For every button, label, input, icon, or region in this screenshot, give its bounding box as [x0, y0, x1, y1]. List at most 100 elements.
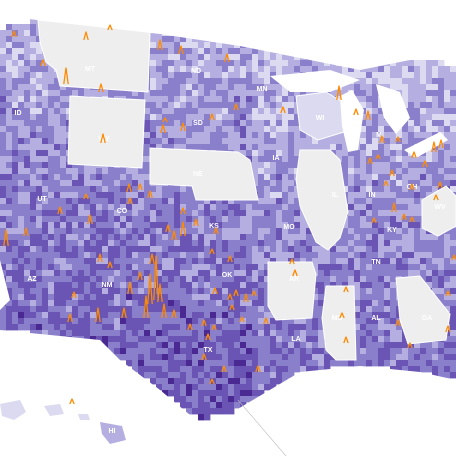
county-cell [174, 300, 181, 307]
county-cell [42, 168, 49, 175]
county-cell [414, 84, 421, 91]
spike-marker [211, 324, 217, 331]
county-cell [18, 294, 25, 301]
county-cell [48, 150, 55, 157]
county-cell [366, 234, 373, 241]
county-cell [438, 276, 445, 283]
county-cell [198, 402, 205, 409]
county-cell [342, 66, 349, 73]
spike-marker [227, 255, 233, 263]
county-cell [378, 222, 385, 229]
county-cell [18, 138, 25, 145]
county-cell [246, 66, 253, 73]
county-cell [246, 342, 253, 349]
county-cell [114, 312, 121, 319]
county-cell [24, 36, 31, 43]
county-cell [18, 204, 25, 211]
county-cell [162, 348, 169, 355]
county-cell [192, 90, 199, 97]
spike-marker [422, 160, 428, 168]
county-cell [198, 342, 205, 349]
county-cell [114, 318, 121, 325]
county-cell [186, 288, 193, 295]
county-cell [168, 102, 175, 109]
county-cell [276, 258, 283, 265]
county-cell [204, 126, 211, 133]
county-cell [12, 108, 19, 115]
county-cell [60, 324, 67, 331]
county-cell [42, 204, 49, 211]
county-cell [126, 306, 133, 313]
county-cell [300, 342, 307, 349]
county-cell [384, 228, 391, 235]
county-cell [120, 234, 127, 241]
county-cell [48, 126, 55, 133]
county-cell [252, 66, 259, 73]
county-cell [228, 216, 235, 223]
county-cell [192, 312, 199, 319]
county-cell [408, 192, 415, 199]
county-cell [216, 132, 223, 139]
county-cell [60, 132, 67, 139]
county-cell [42, 228, 49, 235]
county-cell [204, 222, 211, 229]
county-cell [192, 402, 199, 409]
county-cell [360, 240, 367, 247]
county-cell [78, 210, 85, 217]
county-cell [204, 288, 211, 295]
county-cell [288, 336, 295, 343]
county-cell [60, 174, 67, 181]
county-cell [408, 348, 415, 355]
county-cell [144, 120, 151, 127]
county-cell [288, 150, 295, 157]
county-cell [198, 384, 205, 391]
county-cell [180, 246, 187, 253]
county-cell [198, 276, 205, 283]
county-cell [234, 60, 241, 67]
county-cell [372, 306, 379, 313]
spike-marker [395, 319, 401, 327]
county-cell [264, 186, 271, 193]
county-cell [156, 90, 163, 97]
county-cell [372, 348, 379, 355]
county-cell [402, 270, 409, 277]
county-cell [132, 312, 139, 319]
county-cell [432, 366, 439, 373]
county-cell [240, 198, 247, 205]
county-cell [300, 66, 307, 73]
county-cell [108, 312, 115, 319]
county-cell [450, 288, 456, 295]
county-cell [258, 60, 265, 67]
county-cell [390, 270, 397, 277]
county-cell [192, 360, 199, 367]
county-cell [372, 330, 379, 337]
county-cell [252, 108, 259, 115]
county-cell [156, 312, 163, 319]
county-cell [186, 240, 193, 247]
county-cell [234, 324, 241, 331]
county-cell [228, 114, 235, 121]
county-cell [132, 348, 139, 355]
county-cell [162, 66, 169, 73]
county-cell [186, 384, 193, 391]
county-cell [54, 258, 61, 265]
county-cell [120, 288, 127, 295]
county-cell [252, 204, 259, 211]
county-cell [210, 222, 217, 229]
county-cell [234, 102, 241, 109]
county-cell [390, 138, 397, 145]
county-cell [198, 228, 205, 235]
county-cell [72, 180, 79, 187]
county-cell [48, 108, 55, 115]
county-cell [354, 180, 361, 187]
county-cell [102, 252, 109, 259]
county-cell [426, 60, 433, 67]
county-cell [270, 144, 277, 151]
county-cell [270, 90, 277, 97]
county-cell [228, 96, 235, 103]
county-cell [72, 210, 79, 217]
county-cell [396, 156, 403, 163]
county-cell [66, 258, 73, 265]
